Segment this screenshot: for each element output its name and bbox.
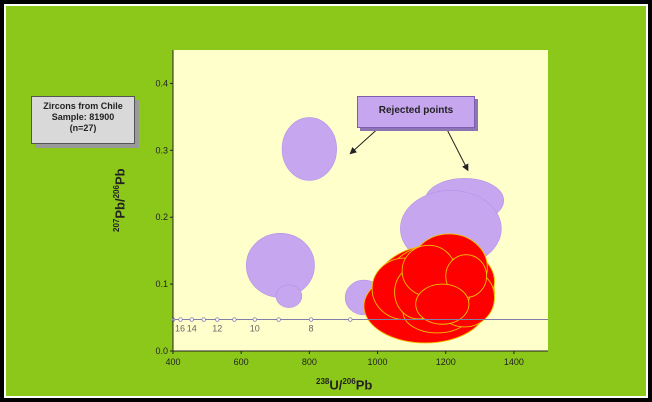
age-label-8: 8 xyxy=(309,324,314,334)
sample-info-line1: Zircons from Chile xyxy=(43,101,123,111)
concordia-marker-2 xyxy=(178,317,183,322)
y-tick-label-1: 0.1 xyxy=(155,279,168,289)
axes: 400 600 800 1000 1200 1400 0.0 0.1 0.2 0.3 0.4 xyxy=(155,50,548,367)
concordia-marker-9 xyxy=(308,317,314,322)
concordia-marker-8 xyxy=(276,317,281,322)
x-tick-label-800: 800 xyxy=(302,357,317,367)
ellipse-layer xyxy=(245,117,504,344)
y-tick-label-0: 0.0 xyxy=(155,346,168,356)
rejected-ellipse-3 xyxy=(275,284,303,308)
x-axis-title: 238U/206Pb xyxy=(316,377,372,392)
y-axis-title-base2: Pb xyxy=(112,168,128,186)
x-tick-label-1400: 1400 xyxy=(504,357,524,367)
x-tick-label-600: 600 xyxy=(234,357,249,367)
rejected-points-label: Rejected points xyxy=(357,96,475,128)
age-label-14: 14 xyxy=(187,324,197,334)
sample-info-line2: Sample: 81900 xyxy=(51,112,115,122)
sample-info-line3: (n=27) xyxy=(69,123,97,133)
x-tick-label-1200: 1200 xyxy=(436,357,456,367)
x-tick-label-400: 400 xyxy=(165,357,180,367)
concordia-marker-4 xyxy=(201,317,206,322)
y-tick-label-4: 0.4 xyxy=(155,78,168,88)
y-axis-title-sup2: 206 xyxy=(112,185,121,199)
x-axis-title-sup2: 206 xyxy=(342,377,356,386)
x-axis-title-base1: U/ xyxy=(329,377,343,393)
y-axis-title-base1: Pb/ xyxy=(112,198,128,219)
concordia-curve: 16 14 12 10 8 xyxy=(170,317,548,334)
concordia-marker-6 xyxy=(232,317,237,322)
y-axis-title-sup1: 207 xyxy=(112,218,121,232)
y-tick-label-2: 0.2 xyxy=(155,212,168,222)
sample-info-box: Zircons from Chile Sample: 81900 (n=27) xyxy=(31,96,135,144)
x-tick-label-1000: 1000 xyxy=(368,357,388,367)
concordia-marker-10 xyxy=(348,317,353,322)
age-label-10: 10 xyxy=(250,324,260,334)
concordia-marker-3 xyxy=(189,317,194,322)
y-axis-title: 207Pb/206Pb xyxy=(112,168,127,232)
rejected-ellipse-1 xyxy=(281,117,337,181)
age-label-12: 12 xyxy=(212,324,222,334)
y-tick-label-3: 0.3 xyxy=(155,145,168,155)
x-axis-title-sup1: 238 xyxy=(316,377,330,386)
concordia-marker-5 xyxy=(215,317,220,322)
age-label-16: 16 xyxy=(175,324,185,334)
x-axis-title-base2: Pb xyxy=(355,377,373,393)
accepted-ellipse-18 xyxy=(415,283,470,325)
concordia-marker-7 xyxy=(252,317,258,322)
